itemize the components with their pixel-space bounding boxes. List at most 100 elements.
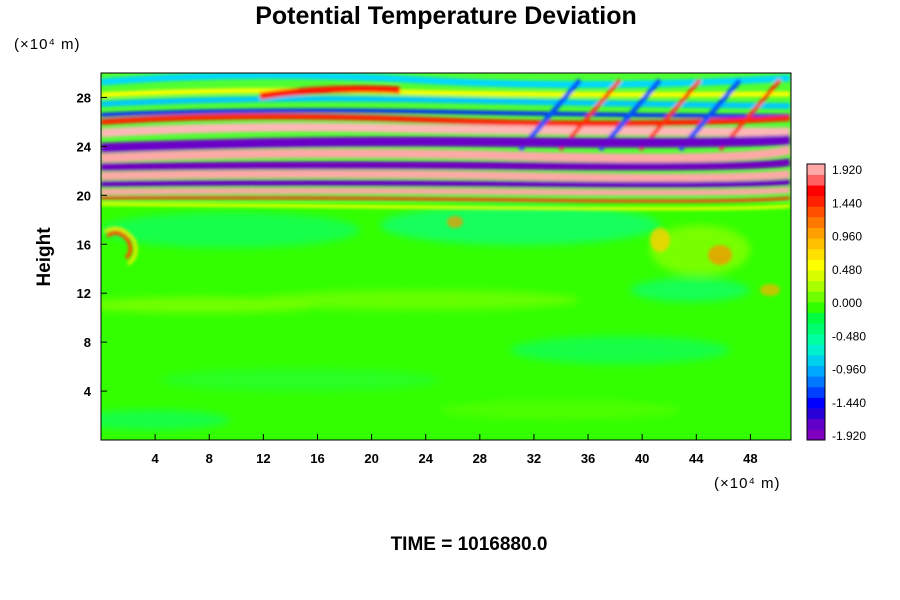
wave-streak xyxy=(101,158,791,171)
texture-patch xyxy=(101,212,360,248)
x-tick-label: 20 xyxy=(364,451,378,466)
hotspot xyxy=(105,230,133,260)
colorbar-swatch xyxy=(807,312,825,324)
colorbar-label: -1.440 xyxy=(832,396,866,410)
x-tick-label: 24 xyxy=(418,451,433,466)
lower-field-texture xyxy=(101,205,750,430)
hotspot xyxy=(447,216,463,228)
x-tick-label: 40 xyxy=(635,451,649,466)
wave-streak xyxy=(101,202,791,211)
wave-streak xyxy=(101,145,791,163)
colorbar-swatch xyxy=(807,302,825,313)
colorbar-swatch xyxy=(807,217,825,228)
y-unit-label: (×10⁴ m) xyxy=(14,36,81,53)
x-axis-ticks: 4 8 12 16 20 24 28 32 36 40 44 48 xyxy=(152,434,758,466)
x-tick-label: 44 xyxy=(689,451,704,466)
lower-hotspots xyxy=(103,216,780,296)
colorbar-swatch xyxy=(807,355,825,366)
hotspot xyxy=(760,284,780,296)
wave-streak xyxy=(101,196,791,203)
colorbar-labels: 1.920 1.440 0.960 0.480 0.000 -0.480 -0.960 -1.… xyxy=(832,163,866,443)
texture-patch xyxy=(510,336,730,364)
colorbar-swatch xyxy=(807,365,825,377)
y-axis-label: Height xyxy=(34,227,55,287)
chart-title: Potential Temperature Deviation xyxy=(255,2,637,30)
x-tick-label: 32 xyxy=(527,451,541,466)
y-tick-label: 8 xyxy=(84,335,91,350)
texture-patch xyxy=(380,205,660,245)
colorbar-swatch xyxy=(807,259,825,271)
colorbar-swatch xyxy=(807,418,825,430)
y-tick-label: 20 xyxy=(77,188,91,203)
colorbar-swatch xyxy=(807,429,825,441)
wave-streak xyxy=(101,108,791,118)
y-tick-label: 28 xyxy=(77,90,91,105)
colorbar-label: 0.960 xyxy=(832,230,862,244)
wave-streak xyxy=(101,113,791,127)
colorbar-label: -1.920 xyxy=(832,429,866,443)
colorbar-swatch xyxy=(807,185,825,197)
colorbar-swatch xyxy=(807,408,825,420)
colorbar-label: 0.480 xyxy=(832,263,862,277)
colorbar-swatch xyxy=(807,174,825,186)
x-tick-label: 28 xyxy=(473,451,487,466)
x-tick-label: 12 xyxy=(256,451,270,466)
upper-waves xyxy=(101,73,791,211)
wave-streak xyxy=(101,135,791,153)
colorbar-swatch xyxy=(807,376,825,388)
texture-patch xyxy=(101,297,320,313)
x-tick-label: 36 xyxy=(581,451,595,466)
colorbar-swatch xyxy=(807,344,825,356)
x-tick-label: 16 xyxy=(310,451,324,466)
hotspot xyxy=(650,228,670,252)
wave-streak xyxy=(101,187,791,196)
hotspot xyxy=(103,226,138,266)
y-tick-label: 16 xyxy=(77,237,91,252)
x-tick-label: 48 xyxy=(743,451,757,466)
y-tick-label: 24 xyxy=(77,139,92,154)
wave-streak xyxy=(101,95,791,109)
colorbar-swatch xyxy=(807,323,825,335)
texture-patch xyxy=(260,290,580,310)
y-axis-ticks: 4 8 12 16 20 24 28 xyxy=(77,90,107,399)
colorbar-swatch xyxy=(807,291,825,303)
hotspot xyxy=(708,245,732,265)
wave-streak xyxy=(101,88,791,98)
colorbar-swatch xyxy=(807,206,825,218)
colorbar-swatch xyxy=(807,238,825,250)
colorbar-label: -0.960 xyxy=(832,363,866,377)
colorbar-label: -0.480 xyxy=(832,329,866,343)
colorbar-swatch xyxy=(807,195,825,207)
colorbar xyxy=(806,163,826,441)
colorbar-swatch xyxy=(807,227,825,239)
colorbar-swatch xyxy=(807,248,825,260)
heatmap-field xyxy=(101,73,791,440)
wave-streak xyxy=(259,85,401,100)
plot-frame xyxy=(100,72,792,441)
colorbar-swatch xyxy=(807,386,825,398)
x-tick-label: 4 xyxy=(152,451,160,466)
upper-field xyxy=(101,73,791,211)
y-tick-label: 12 xyxy=(77,286,91,301)
wave-streak xyxy=(101,73,791,89)
colorbar-swatch xyxy=(807,164,825,175)
colorbar-label: 0.000 xyxy=(832,296,862,310)
colorbar-label: 1.440 xyxy=(832,196,862,210)
texture-patch xyxy=(101,410,230,430)
colorbar-label: 1.920 xyxy=(832,163,862,177)
colorbar-swatch xyxy=(807,397,825,409)
texture-patch xyxy=(630,278,750,302)
texture-patch xyxy=(440,400,680,420)
x-unit-label: (×10⁴ m) xyxy=(714,475,781,492)
wave-streak xyxy=(101,170,791,182)
colorbar-swatch xyxy=(807,270,825,282)
colorbar-swatch xyxy=(807,333,825,345)
colorbar-frame xyxy=(806,163,826,441)
colorbar-swatch xyxy=(807,280,825,292)
y-tick-label: 4 xyxy=(84,384,92,399)
texture-patch xyxy=(160,368,440,392)
time-label: TIME = 1016880.0 xyxy=(391,534,548,555)
wave-streak xyxy=(101,179,791,188)
wave-streak xyxy=(101,122,791,138)
